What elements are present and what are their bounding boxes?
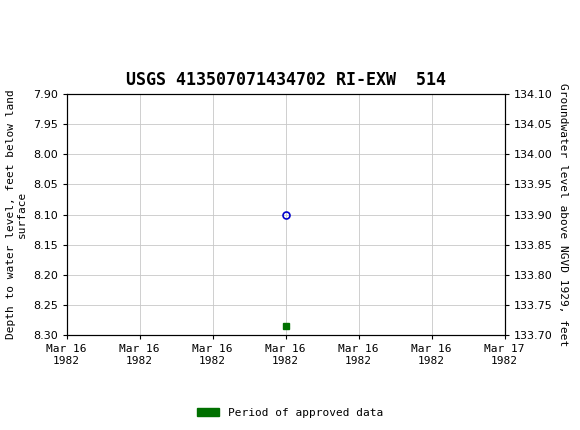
Text: USGS: USGS <box>34 12 89 30</box>
Y-axis label: Depth to water level, feet below land
surface: Depth to water level, feet below land su… <box>6 90 27 339</box>
Title: USGS 413507071434702 RI-EXW  514: USGS 413507071434702 RI-EXW 514 <box>126 71 445 89</box>
Legend: Period of approved data: Period of approved data <box>193 403 387 422</box>
Y-axis label: Groundwater level above NGVD 1929, feet: Groundwater level above NGVD 1929, feet <box>558 83 568 346</box>
